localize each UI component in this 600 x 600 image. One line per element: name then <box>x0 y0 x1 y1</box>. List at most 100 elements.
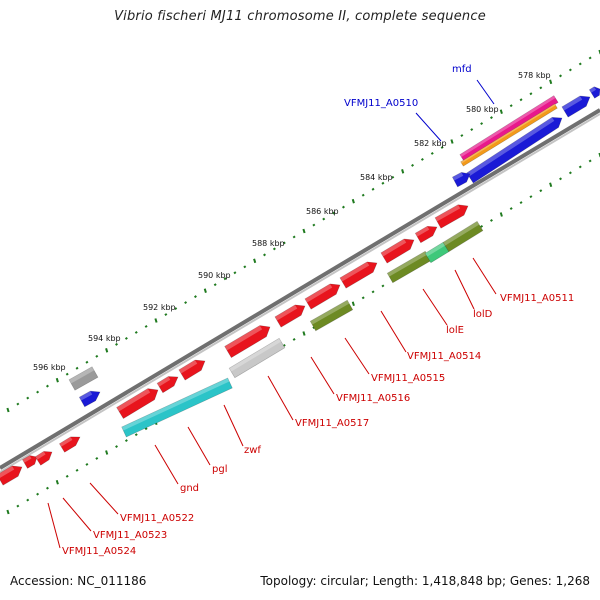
tick-mark <box>568 171 572 175</box>
tick-mark <box>174 307 178 311</box>
tick-mark <box>253 258 257 264</box>
gene-label-lole: lolE <box>446 325 464 336</box>
label-leader-line <box>89 482 119 515</box>
tick-mark <box>322 217 326 221</box>
tick-mark <box>578 62 582 66</box>
gene-label-vfmj11_a0515: VFMJ11_A0515 <box>371 373 445 384</box>
gene-a0510 <box>452 172 471 188</box>
tick-mark <box>263 253 267 257</box>
tick-mark <box>36 492 40 496</box>
tick-mark <box>36 390 40 394</box>
label-leader-line <box>476 79 495 105</box>
label-leader-line <box>154 444 179 485</box>
tick-mark <box>16 402 20 406</box>
gene-a0516 <box>274 304 306 328</box>
tick-mark <box>480 122 484 126</box>
gene-label-vfmj11_a0523: VFMJ11_A0523 <box>93 530 167 541</box>
tick-mark <box>144 427 148 431</box>
tick-mark <box>184 301 188 305</box>
gene-label-pgl: pgl <box>212 464 227 475</box>
tick-mark <box>578 165 582 169</box>
tick-mark <box>440 146 444 149</box>
tick-mark <box>95 354 99 358</box>
tick-mark <box>115 342 119 346</box>
gene-a0523 <box>22 455 38 469</box>
gene-label-vfmj11_a0511: VFMJ11_A0511 <box>500 293 574 304</box>
tick-mark <box>312 223 316 227</box>
tick-mark <box>539 189 543 193</box>
tick-mark <box>272 247 276 251</box>
tick-mark <box>509 207 513 211</box>
label-leader-line <box>223 404 244 447</box>
tick-mark <box>519 201 523 205</box>
kbp-label: 596 kbp <box>33 363 66 372</box>
tick-mark <box>75 468 79 472</box>
gene-a0514 <box>339 261 378 289</box>
label-leader-line <box>62 497 92 532</box>
gene-label-vfmj11_a0514: VFMJ11_A0514 <box>407 351 481 362</box>
label-leader-line <box>47 502 61 549</box>
gene-label-vfmj11_a0516: VFMJ11_A0516 <box>336 393 410 404</box>
kbp-labels-layer: 578 kbp 580 kbp 582 kbp 584 kbp 586 kbp 588 k… <box>33 71 551 372</box>
gene-label-mfd: mfd <box>452 64 472 75</box>
gene-blue-2 <box>561 95 591 118</box>
tick-mark <box>203 288 207 293</box>
gene-blue-small <box>78 390 101 408</box>
gene-label-zwf: zwf <box>244 445 261 456</box>
tick-mark <box>85 360 89 364</box>
tick-mark <box>292 235 296 239</box>
gene-a0522b <box>34 451 53 466</box>
tick-mark <box>588 159 592 163</box>
tick-mark <box>193 295 197 299</box>
tick-mark <box>499 109 503 114</box>
tick-mark <box>233 271 237 275</box>
tick-mark <box>559 177 563 181</box>
tick-mark <box>401 169 405 174</box>
tick-mark <box>391 175 395 179</box>
tick-mark <box>519 98 523 102</box>
tick-mark <box>6 509 10 515</box>
tick-mark <box>134 330 138 334</box>
label-leader-line <box>380 310 407 353</box>
tick-mark <box>154 318 158 323</box>
gene-lolE <box>380 238 415 264</box>
gene-cyan-bar <box>121 377 233 438</box>
tick-mark <box>371 187 375 191</box>
tick-mark <box>302 228 306 234</box>
label-leader-line <box>422 288 448 326</box>
tick-mark <box>115 445 119 449</box>
kbp-label: 594 kbp <box>88 334 121 343</box>
map-title: Vibrio fischeri MJ11 chromosome II, comp… <box>114 9 486 24</box>
gene-pgl <box>156 376 179 394</box>
tick-mark <box>302 331 306 336</box>
tick-mark <box>85 462 89 466</box>
tick-mark <box>470 128 474 132</box>
kbp-label: 582 kbp <box>414 139 447 148</box>
tick-mark <box>381 284 385 288</box>
kbp-label: 584 kbp <box>360 173 393 182</box>
tick-mark <box>371 290 375 294</box>
kbp-label: 586 kbp <box>306 207 339 216</box>
backbone-layer <box>0 108 600 473</box>
tick-mark <box>450 139 454 144</box>
tick-mark <box>105 348 109 353</box>
tick-mark <box>105 450 109 455</box>
tick-mark <box>65 372 69 376</box>
tick-mark <box>6 407 10 413</box>
tick-mark <box>430 151 434 155</box>
tick-mark <box>282 343 286 347</box>
tick-mark <box>361 296 365 300</box>
tick-mark <box>489 218 493 222</box>
tick-mark <box>460 134 464 137</box>
gene-label-lold: lolD <box>473 309 493 320</box>
tick-marks-layer <box>6 49 600 515</box>
tick-mark <box>509 104 513 108</box>
tick-mark <box>124 336 128 340</box>
kbp-label: 592 kbp <box>143 303 176 312</box>
gene-a0522 <box>58 436 81 453</box>
label-leader-line <box>267 375 294 421</box>
gene-label-gnd: gnd <box>180 483 199 494</box>
tick-mark <box>223 277 227 281</box>
tick-mark <box>55 479 59 485</box>
